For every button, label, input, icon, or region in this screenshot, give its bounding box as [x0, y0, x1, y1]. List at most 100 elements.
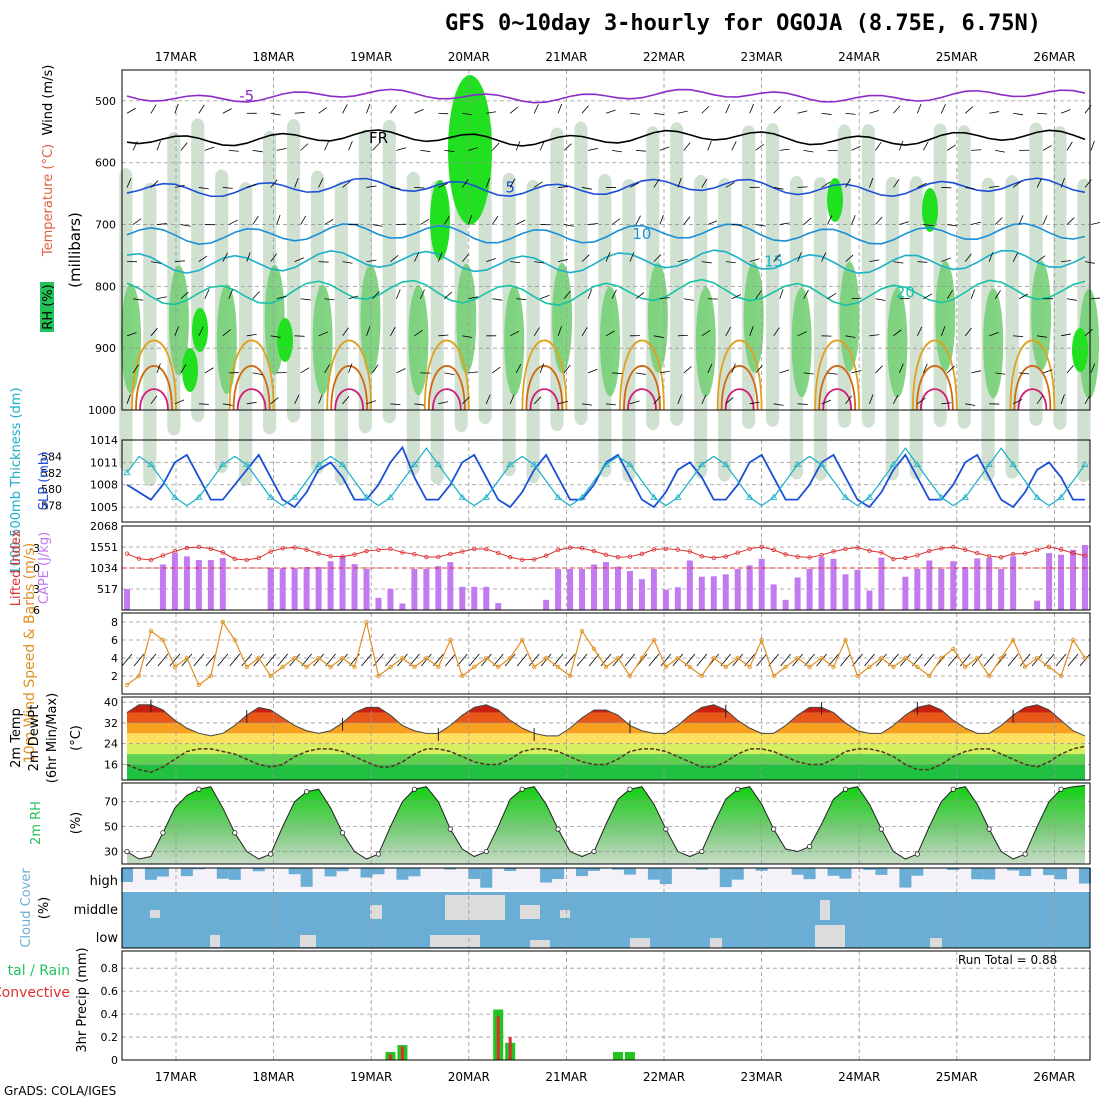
wind-barb: [533, 104, 539, 114]
high-cloud-bar: [552, 868, 565, 879]
profile-tick-label: 500: [95, 95, 116, 108]
wind-speed-marker: [879, 655, 884, 661]
lifted-index-marker: [472, 546, 477, 552]
wind-barb: [300, 215, 307, 225]
panel-frame: [121, 612, 1091, 695]
wind-speed-marker: [591, 646, 597, 652]
lifted-index-marker: [352, 552, 357, 557]
wind-barb: [132, 218, 142, 225]
high-cloud-bar: [911, 868, 924, 876]
cape-bar: [591, 564, 598, 610]
wind-barb: [1013, 335, 1024, 338]
wind-barb: [749, 258, 760, 263]
rh-shade: [552, 263, 573, 374]
wind-barb: [390, 326, 396, 337]
wind-barb: [294, 257, 305, 263]
wind-speed-marker: [1046, 664, 1052, 670]
wind-barb: [438, 183, 448, 188]
rh-shade: [813, 177, 828, 481]
cape-bar: [483, 586, 490, 610]
wind-barb: [653, 335, 664, 338]
high-cloud-bar: [1007, 868, 1020, 871]
wind-barb: [318, 261, 329, 263]
panel-frame: [121, 782, 1091, 865]
lifted-index-tick-label: -3: [29, 542, 40, 555]
lifted-index-marker: [651, 547, 657, 552]
wind-speed-marker: [747, 664, 752, 670]
wind-barb: [755, 290, 762, 299]
wind-barb: [150, 395, 158, 405]
wind-barb: [252, 291, 260, 300]
lifted-index-marker: [951, 544, 956, 550]
rh-shade: [695, 286, 716, 397]
wind-barb: [989, 111, 1000, 114]
high-cloud-bar: [504, 868, 517, 871]
wind-barb: [318, 107, 328, 114]
slp-tick-label: 1011: [90, 456, 118, 469]
wind-barb: [653, 254, 662, 262]
cape-axis-title: CAPE (J/kg): [37, 532, 52, 604]
mid-cloud-gap: [370, 905, 382, 919]
cape-bar: [950, 561, 957, 610]
thickness-marker: [362, 493, 371, 500]
cape-bar: [291, 568, 298, 610]
wind-barb: [438, 401, 449, 405]
wind-barb: [988, 252, 994, 262]
high-cloud-bar: [252, 868, 265, 872]
thickness-marker: [602, 460, 610, 467]
wind-barb: [539, 363, 545, 374]
cape-bar: [902, 576, 909, 610]
wind-barb: [444, 149, 455, 152]
cape-bar: [171, 553, 178, 610]
wind-barb: [366, 400, 377, 405]
wind-barb: [827, 372, 838, 375]
wind-barb: [222, 187, 233, 189]
temp-axis-title-4: (°C): [69, 725, 84, 751]
wind-axis-title: 10m Wind Speed & Barbs (m/s): [22, 543, 38, 763]
lifted-index-marker: [220, 550, 225, 555]
lifted-index-marker: [915, 553, 920, 558]
lifted-index-marker: [364, 548, 369, 554]
wind-barb: [126, 107, 136, 114]
high-cloud-bar: [228, 868, 241, 880]
temperature-legend-label: Temperature (°C): [41, 144, 56, 257]
wind-barb: [438, 334, 449, 337]
wind-barb: [516, 298, 527, 300]
wind-barb: [875, 365, 883, 374]
wind-barb: [971, 370, 982, 374]
cape-bar: [926, 560, 933, 610]
wind-barb: [265, 653, 277, 667]
wind-speed-marker: [603, 664, 609, 670]
wind-barb: [683, 366, 692, 374]
wind-barb: [797, 110, 808, 114]
thickness-marker: [698, 460, 706, 467]
wind-barb: [605, 403, 616, 406]
thickness-marker: [578, 493, 586, 500]
cape-bar: [986, 558, 993, 610]
wind-barb: [964, 327, 972, 337]
temperature-contour: [126, 129, 1086, 147]
lifted-index-marker: [687, 549, 693, 554]
cape-bar: [207, 560, 214, 610]
wind-barb: [342, 395, 350, 405]
thickness-marker: [1057, 493, 1065, 500]
wind-barb: [696, 653, 708, 667]
profile-tick-label: 900: [95, 342, 116, 355]
rh-shade: [647, 262, 668, 373]
wind-barb: [683, 216, 691, 225]
wind-barb: [509, 394, 515, 404]
wind-barb: [533, 327, 540, 337]
cape-bar: [698, 576, 705, 610]
high-cloud-band-bg: [122, 868, 1090, 890]
lifted-index-marker: [1010, 551, 1016, 557]
wind-barb: [803, 217, 812, 225]
high-cloud-bar: [863, 868, 876, 870]
wind-barb: [1066, 141, 1073, 151]
wind-barb: [228, 289, 233, 299]
cape-bar: [555, 568, 562, 610]
lifted-index-marker: [771, 547, 776, 553]
wind-barb: [611, 289, 617, 299]
wind-barb: [156, 363, 161, 374]
cape-bar: [447, 562, 454, 610]
wind-speed-marker: [759, 637, 764, 643]
